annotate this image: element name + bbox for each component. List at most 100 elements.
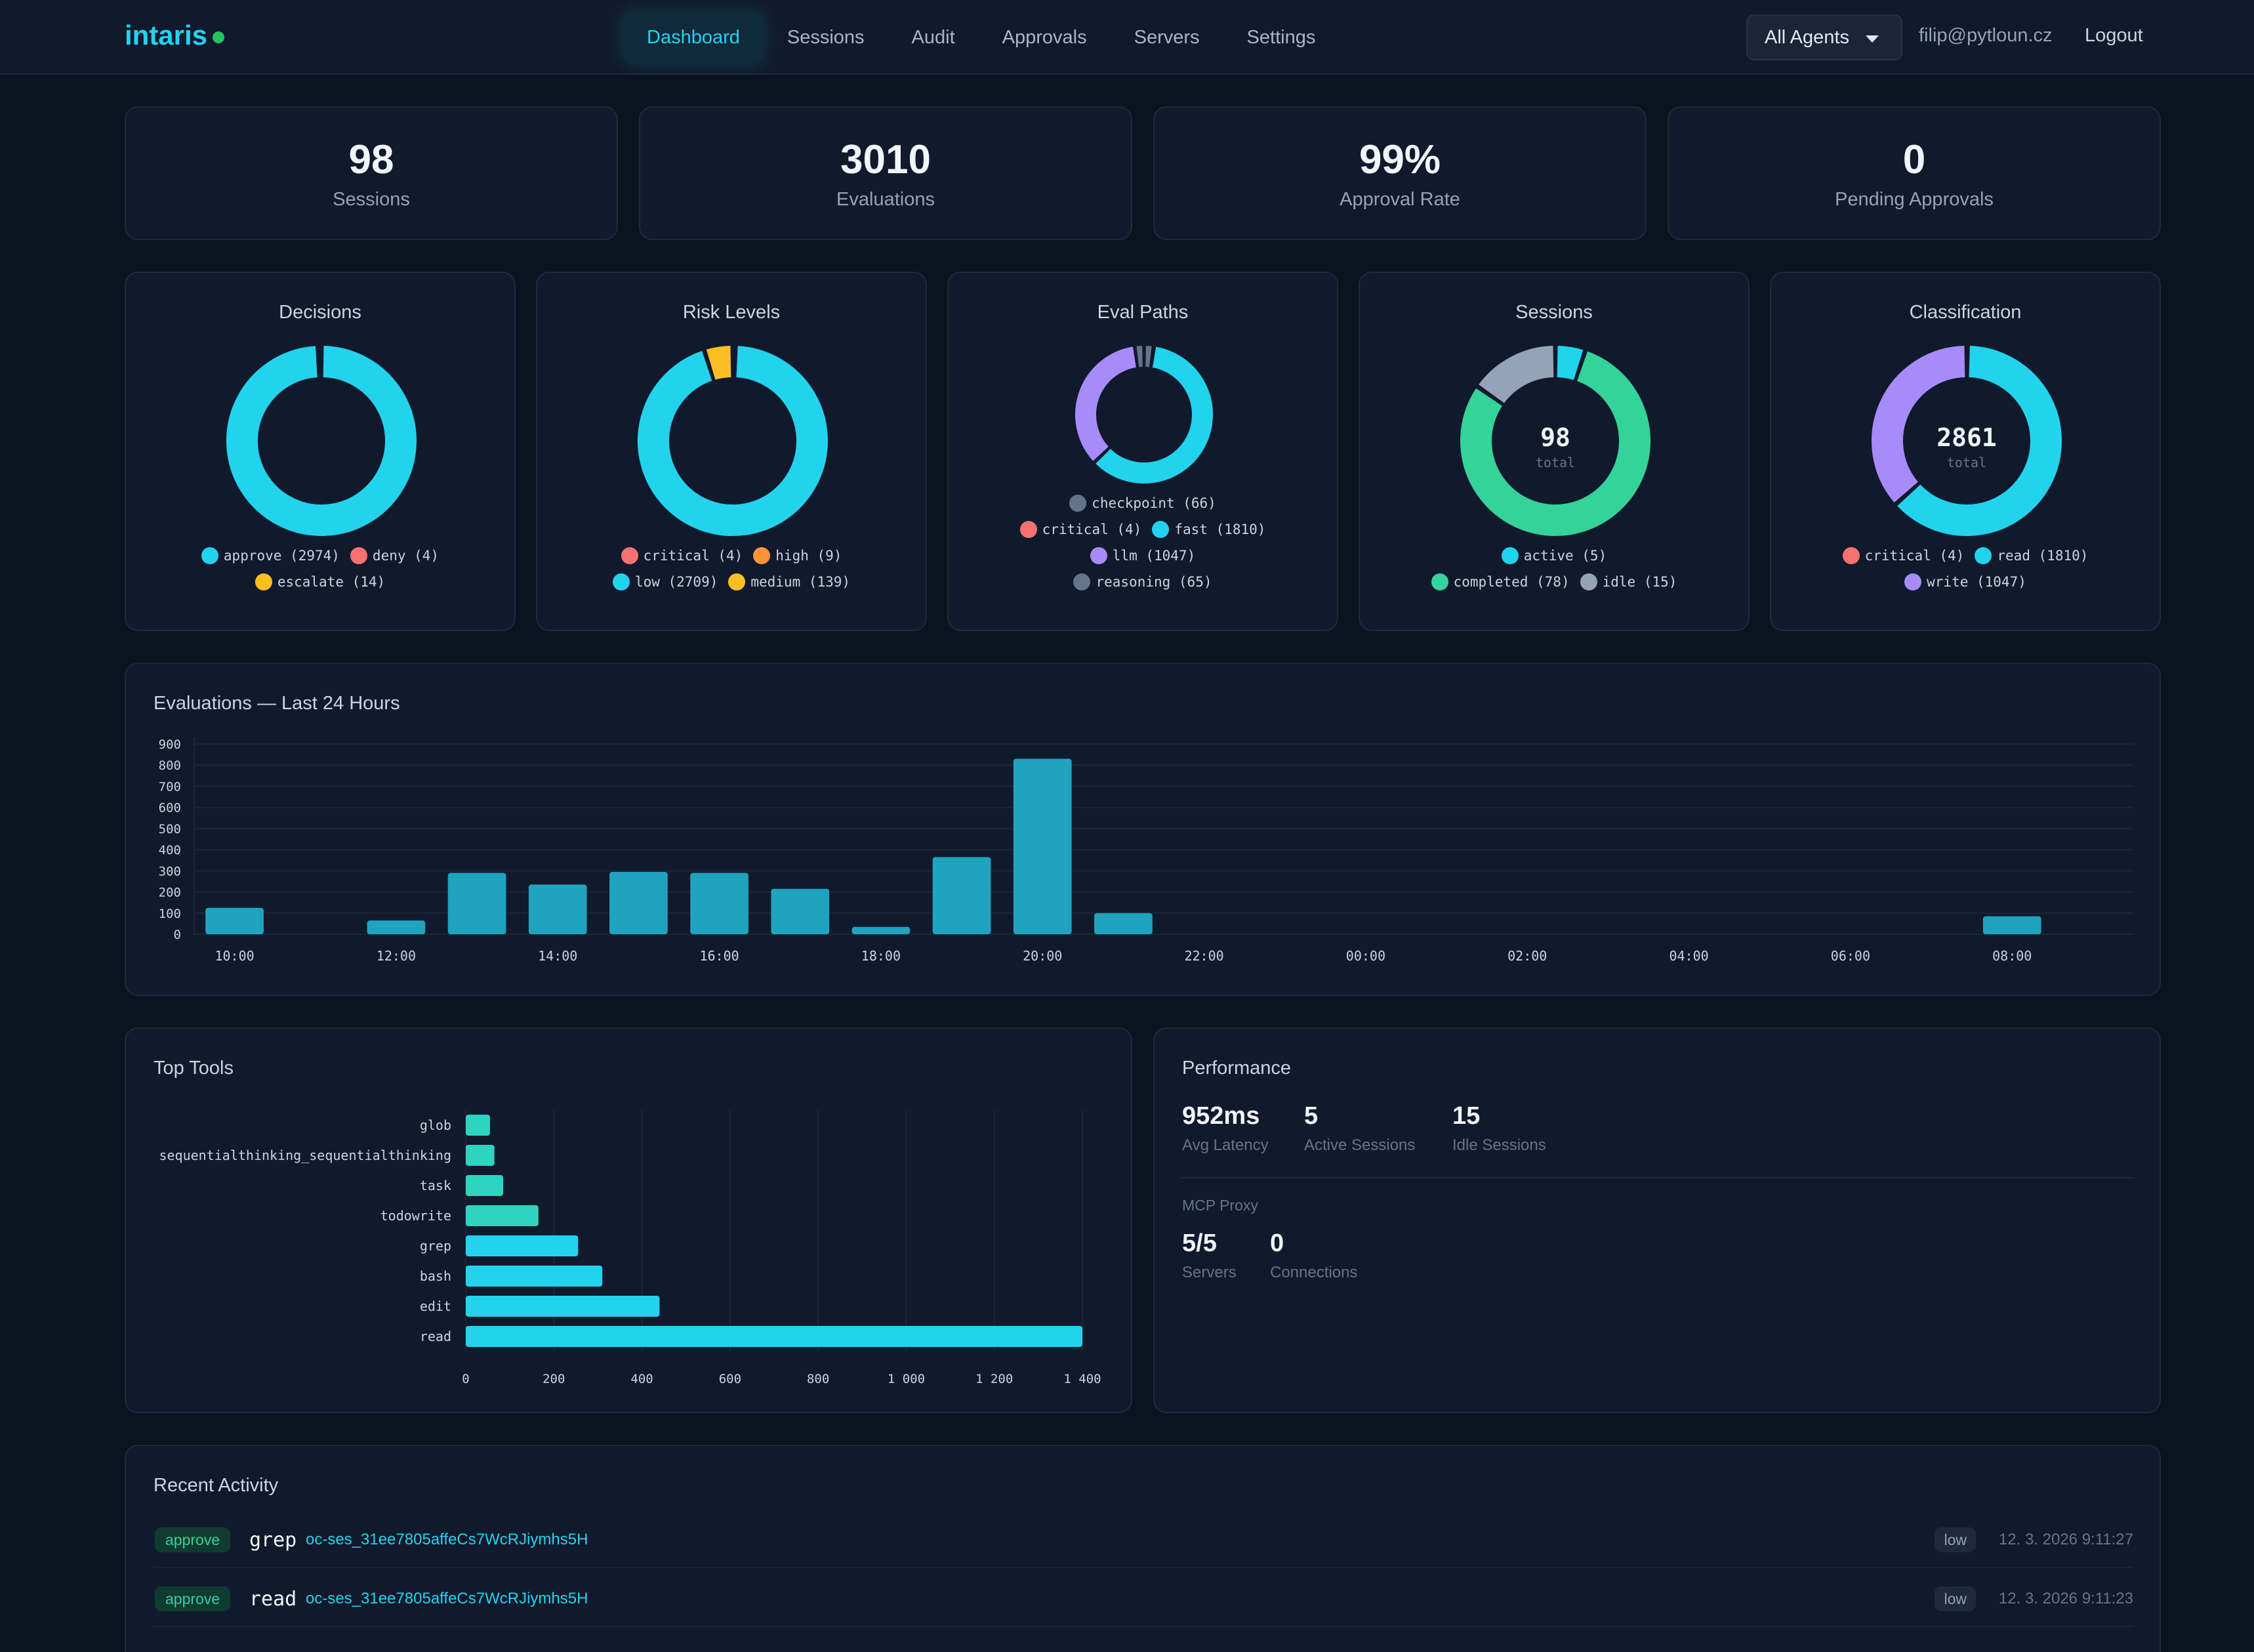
slice-read[interactable] [1895, 344, 2063, 537]
bar-1600[interactable] [690, 873, 748, 934]
legend-item-active[interactable]: active (5) [1501, 547, 1607, 564]
legend-label: write (1047) [1927, 574, 2026, 590]
slice-write[interactable] [1870, 344, 1967, 505]
legend-swatch [1580, 573, 1597, 590]
legend-label: checkpoint (66) [1092, 495, 1216, 511]
y-tick-label: 0 [174, 928, 181, 942]
legend-item-completed[interactable]: completed (78) [1431, 573, 1570, 590]
legend-item-read[interactable]: read (1810) [1975, 547, 2088, 564]
legend-item-critical[interactable]: critical (4) [1842, 547, 1964, 564]
stat-value: 98 [348, 137, 394, 182]
donut-chart [1074, 344, 1214, 485]
legend-swatch [350, 547, 367, 564]
app-logo[interactable]: intaris [125, 20, 208, 51]
legend-swatch [1904, 573, 1922, 590]
tab-sessions[interactable]: Sessions [787, 27, 865, 48]
bar-1800[interactable] [851, 926, 911, 934]
slice-low[interactable] [636, 344, 829, 537]
legend-item-approve[interactable]: approve (2974) [201, 547, 340, 564]
x-tick-label: 1 200 [975, 1372, 1013, 1386]
slice-completed[interactable] [1459, 349, 1652, 537]
legend-label: low (2709) [634, 574, 718, 590]
y-tick-label: edit [420, 1298, 451, 1314]
bar-sequentialthinking-sequentialthinking[interactable] [466, 1145, 495, 1166]
bar-1500[interactable] [609, 871, 668, 934]
legend-item-write[interactable]: write (1047) [1904, 573, 2026, 590]
bar-task[interactable] [466, 1175, 504, 1196]
servers-value: 5/5 [1182, 1229, 1217, 1257]
chart-title: Risk Levels [682, 302, 781, 323]
legend-item-critical[interactable]: critical (4) [621, 547, 743, 564]
legend-item-low[interactable]: low (2709) [612, 573, 718, 590]
stat-label: Evaluations [836, 189, 935, 210]
slice-idle[interactable] [1477, 344, 1555, 405]
legend-item-fast[interactable]: fast (1810) [1152, 521, 1265, 538]
bar-0800[interactable] [1982, 916, 2041, 934]
y-tick-label: grep [420, 1238, 451, 1254]
bar-1900[interactable] [932, 857, 991, 934]
logout-link[interactable]: Logout [2085, 25, 2143, 46]
slice-fast[interactable] [1094, 345, 1214, 485]
legend-swatch [1501, 547, 1519, 564]
tab-servers[interactable]: Servers [1134, 27, 1200, 48]
x-tick-label: 02:00 [1507, 948, 1547, 964]
legend-item-deny[interactable]: deny (4) [350, 547, 439, 564]
bar-1300[interactable] [447, 873, 506, 934]
tab-approvals[interactable]: Approvals [1002, 27, 1087, 48]
bar-1400[interactable] [528, 884, 587, 934]
tab-settings[interactable]: Settings [1246, 27, 1316, 48]
legend-item-reasoning[interactable]: reasoning (65) [1073, 573, 1212, 590]
y-tick-label: 800 [159, 758, 181, 773]
y-tick-label: bash [420, 1268, 451, 1284]
legend-label: critical (4) [1042, 522, 1142, 537]
legend-label: medium (139) [750, 574, 851, 590]
bar-2100[interactable] [1094, 913, 1153, 934]
agent-select-value: All Agents [1765, 27, 1849, 48]
slice-reasoning[interactable] [1135, 344, 1144, 369]
legend-label: completed (78) [1453, 574, 1570, 590]
legend-item-critical[interactable]: critical (4) [1019, 521, 1142, 538]
slice-approve[interactable] [225, 344, 418, 537]
bar-2000[interactable] [1013, 758, 1072, 934]
tab-dashboard[interactable]: Dashboard [623, 12, 764, 63]
legend-swatch [1069, 495, 1087, 512]
activity-row[interactable]: approve read oc-ses_31ee7805affeCs7WcRJi… [152, 1568, 2133, 1627]
bar-todowrite[interactable] [466, 1205, 539, 1226]
x-tick-label: 800 [807, 1372, 829, 1386]
legend-label: escalate (14) [277, 574, 386, 590]
agent-select[interactable]: All Agents [1746, 14, 1902, 60]
bar-grep[interactable] [466, 1235, 579, 1256]
legend-item-high[interactable]: high (9) [753, 547, 842, 564]
session-link[interactable]: oc-ses_31ee7805affeCs7WcRJiymhs5H [306, 1590, 588, 1607]
timestamp: 12. 3. 2026 9:11:27 [1998, 1531, 2133, 1548]
bar-1700[interactable] [771, 888, 830, 934]
avg-latency-label: Avg Latency [1182, 1136, 1269, 1154]
bar-glob[interactable] [466, 1115, 490, 1136]
legend-item-checkpoint[interactable]: checkpoint (66) [1069, 495, 1216, 512]
idle-sessions-label: Idle Sessions [1452, 1136, 1546, 1154]
legend-item-llm[interactable]: llm (1047) [1090, 547, 1195, 564]
stat-label: Pending Approvals [1835, 189, 1994, 210]
legend-row: reasoning (65) [949, 573, 1337, 590]
bar-1200[interactable] [367, 920, 426, 934]
x-tick-label: 10:00 [215, 948, 254, 964]
bar-edit[interactable] [466, 1296, 660, 1317]
top-bar: intaris Dashboard Sessions Audit Approva… [0, 0, 2254, 75]
mcp-proxy-title: MCP Proxy [1182, 1197, 1258, 1214]
bar-1000[interactable] [205, 907, 264, 934]
active-sessions-label: Active Sessions [1304, 1136, 1416, 1154]
session-link[interactable]: oc-ses_31ee7805affeCs7WcRJiymhs5H [306, 1531, 588, 1548]
legend-item-medium[interactable]: medium (139) [728, 573, 850, 590]
legend-item-escalate[interactable]: escalate (14) [255, 573, 385, 590]
slice-llm[interactable] [1074, 345, 1138, 463]
slice-active[interactable] [1555, 344, 1585, 382]
decisions-chart-card: Decisions approve (2974) deny (4) escalate… [125, 272, 516, 631]
activity-row[interactable]: approve grep oc-ses_31ee7805affeCs7WcRJi… [152, 1509, 2133, 1568]
bar-bash[interactable] [466, 1266, 603, 1287]
risk-badge: low [1935, 1527, 1976, 1552]
tab-audit[interactable]: Audit [911, 27, 955, 48]
slice-checkpoint[interactable] [1144, 344, 1153, 369]
slice-medium[interactable] [705, 344, 733, 382]
legend-item-idle[interactable]: idle (15) [1580, 573, 1677, 590]
bar-read[interactable] [466, 1326, 1082, 1347]
